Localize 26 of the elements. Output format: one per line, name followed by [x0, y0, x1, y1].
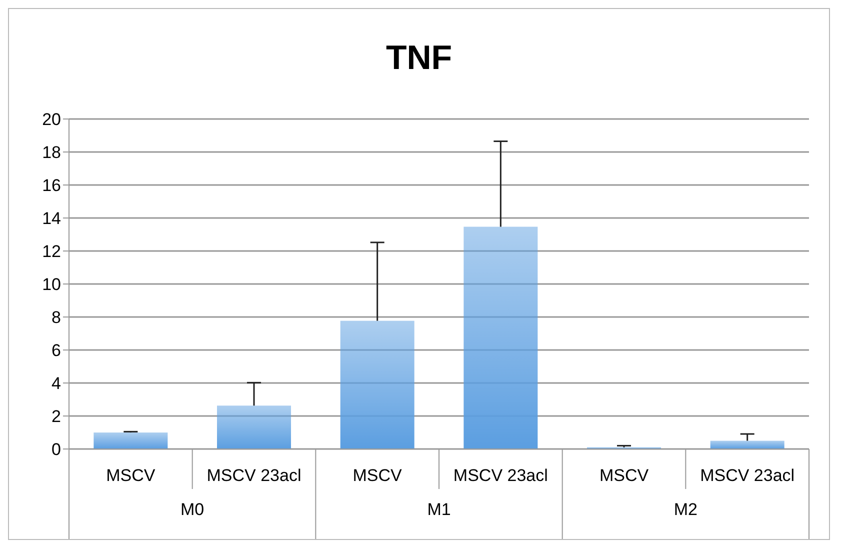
- y-tick-label: 0: [52, 440, 61, 460]
- y-tick-label: 18: [42, 143, 61, 162]
- y-tick-label: 8: [52, 308, 61, 328]
- chart-title: TNF: [384, 39, 454, 78]
- x-tick-label: MSCV 23acl: [453, 466, 548, 485]
- x-tick-label: MSCV: [352, 466, 403, 485]
- y-tick-label: 6: [52, 341, 61, 360]
- x-tick-label: MSCV 23acl: [206, 466, 302, 485]
- bar: [340, 320, 414, 449]
- bar: [217, 406, 291, 449]
- y-tick-label: 20: [42, 110, 61, 130]
- bar: [464, 226, 538, 449]
- y-tick-label: 10: [42, 275, 61, 294]
- bar: [710, 440, 784, 449]
- y-tick-label: 14: [42, 209, 61, 228]
- y-tick-label: 12: [42, 242, 61, 262]
- x-tick-label: MSCV: [106, 466, 156, 485]
- text: M2: [674, 500, 698, 519]
- x-tick-label: MSCV 23acl: [700, 466, 795, 485]
- x-tick-label: MSCV: [599, 466, 650, 485]
- y-tick-label: 16: [42, 176, 61, 196]
- y-tick-label: 4: [52, 374, 61, 394]
- bar: [94, 432, 168, 449]
- text: M1: [427, 500, 451, 519]
- y-tick-label: 2: [52, 407, 61, 426]
- text: M0: [180, 500, 204, 519]
